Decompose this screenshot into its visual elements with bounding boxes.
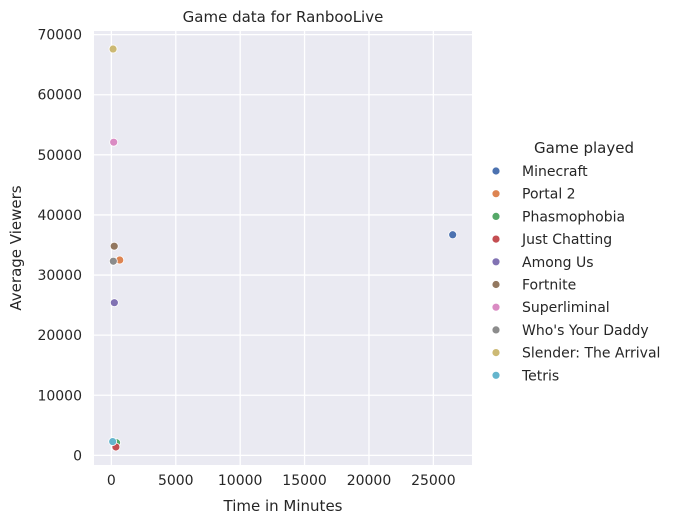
y-tick-label: 50000 <box>37 148 82 164</box>
y-tick-label: 40000 <box>37 208 82 224</box>
data-point <box>109 241 119 251</box>
y-axis-ticks: 0 10000 20000 30000 40000 50000 60000 70000 <box>37 28 82 465</box>
x-tick-label: 10000 <box>218 473 263 489</box>
plot-area <box>94 31 472 465</box>
legend-title: Game played <box>534 139 634 157</box>
y-tick-label: 60000 <box>37 88 82 104</box>
y-tick-label: 0 <box>73 448 82 464</box>
y-axis-label: Average Viewers <box>7 185 25 310</box>
data-point <box>108 437 118 446</box>
grid-lines <box>94 31 472 465</box>
x-tick-label: 0 <box>107 473 116 489</box>
legend-item: Fortnite <box>491 278 576 294</box>
legend-label: Who's Your Daddy <box>522 323 649 339</box>
legend-item: Tetris <box>491 368 559 384</box>
data-point <box>109 137 119 147</box>
data-point <box>109 298 119 308</box>
legend-label: Minecraft <box>522 164 588 180</box>
legend-label: Superliminal <box>522 300 610 316</box>
legend-item: Slender: The Arrival <box>491 346 660 362</box>
legend-label: Portal 2 <box>522 187 576 203</box>
legend-item: Among Us <box>491 255 594 271</box>
legend-item: Who's Your Daddy <box>491 323 649 339</box>
legend-marker <box>491 166 501 176</box>
legend-item: Just Chatting <box>491 232 612 248</box>
x-tick-label: 5000 <box>158 473 194 489</box>
legend-marker <box>491 302 501 312</box>
legend-label: Phasmophobia <box>522 209 625 225</box>
y-tick-label: 30000 <box>37 268 82 284</box>
data-points <box>108 44 458 452</box>
x-tick-label: 20000 <box>347 473 392 489</box>
legend-marker <box>491 348 501 358</box>
legend-item: Minecraft <box>491 164 588 180</box>
legend-marker <box>491 234 501 244</box>
legend-marker <box>491 280 501 289</box>
x-axis-ticks: 0 5000 10000 15000 20000 25000 <box>107 473 456 489</box>
legend-label: Fortnite <box>522 278 576 294</box>
legend-label: Tetris <box>521 368 559 384</box>
legend-item: Superliminal <box>491 300 610 316</box>
y-tick-label: 10000 <box>37 388 82 404</box>
x-axis-label: Time in Minutes <box>223 497 343 515</box>
legend-label: Just Chatting <box>521 232 612 248</box>
legend-label: Among Us <box>522 255 594 271</box>
data-point <box>108 44 118 54</box>
legend-item: Phasmophobia <box>491 209 625 225</box>
legend-marker <box>491 325 501 335</box>
legend-marker <box>491 189 501 199</box>
legend-marker <box>491 257 501 267</box>
data-point <box>108 256 118 266</box>
data-point <box>448 230 458 240</box>
x-tick-label: 25000 <box>411 473 456 489</box>
chart-title: Game data for RanbooLive <box>183 8 384 26</box>
legend-item: Portal 2 <box>491 187 576 203</box>
legend-marker <box>491 211 501 221</box>
y-tick-label: 70000 <box>37 28 82 44</box>
legend-marker <box>491 370 501 380</box>
x-tick-label: 15000 <box>282 473 327 489</box>
y-tick-label: 20000 <box>37 328 82 344</box>
legend: Game played Minecraft Portal 2 Phasmophobi… <box>491 139 660 384</box>
legend-label: Slender: The Arrival <box>522 346 660 362</box>
